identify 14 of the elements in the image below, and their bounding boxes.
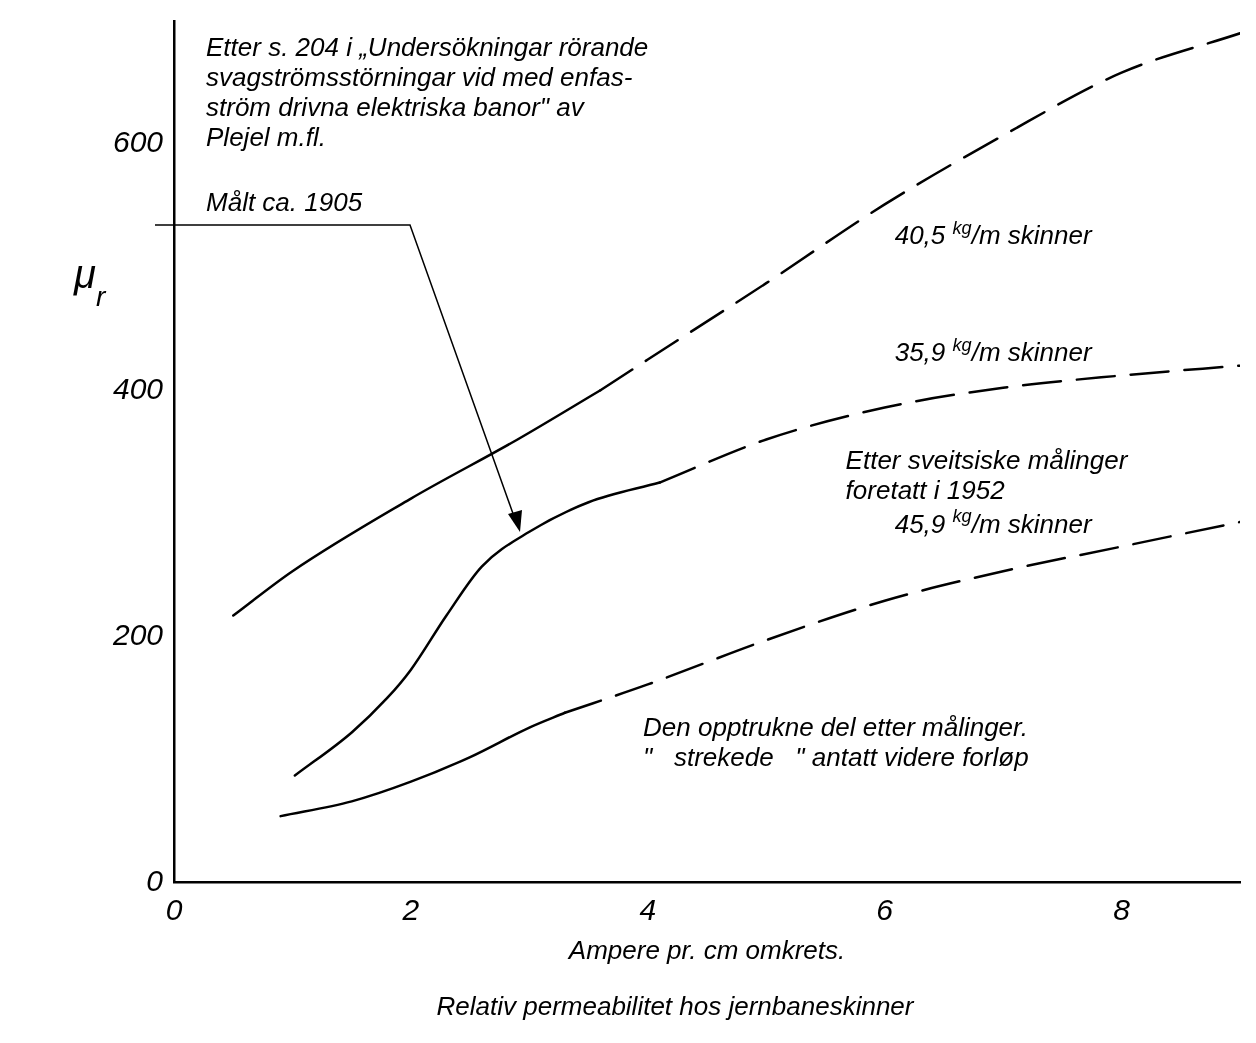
annotation: Etter sveitsiske målinger foretatt i 1952 (845, 445, 1129, 506)
text: Relativ permeabilitet hos jernbaneskinner (436, 990, 915, 1021)
y-tick-label: 600 (112, 125, 164, 159)
x-tick-label: 2 (401, 892, 420, 926)
annotation: Etter s. 204 i „Undersökningar rörande svagströmsstörningar vid med enfas- ström drivna elektriska banor" av Plejel m.fl. (206, 31, 649, 152)
annotation: Målt ca. 1905 (206, 186, 363, 217)
y-tick-label: 400 (112, 371, 164, 405)
y-tick-label: 200 (111, 617, 164, 651)
x-tick-label: 6 (876, 892, 894, 926)
x-axis-title: Ampere pr. cm omkrets. (566, 935, 846, 966)
annotation: Den opptrukne del etter målinger. " strekede " antatt videre forløp (643, 712, 1029, 773)
x-tick-label: 8 (1113, 892, 1131, 926)
x-tick-label: 4 (639, 892, 657, 926)
y-tick-label: 0 (146, 863, 164, 897)
